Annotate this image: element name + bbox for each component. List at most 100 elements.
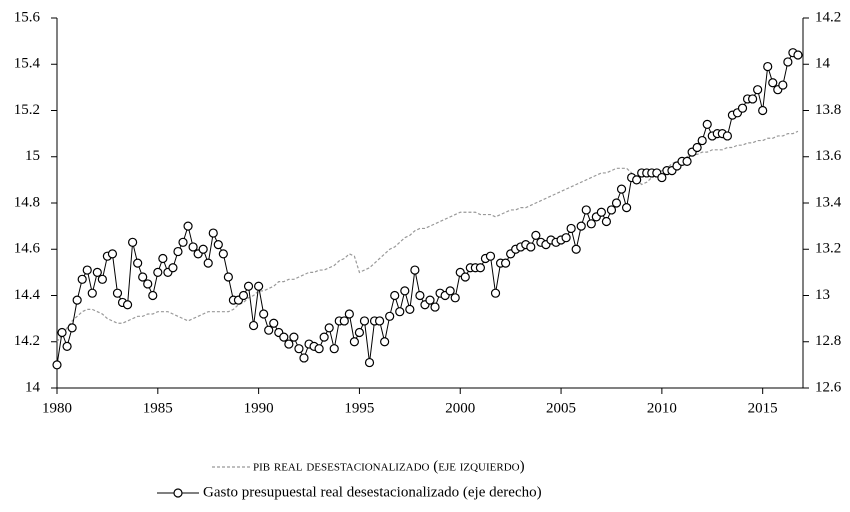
marker (62, 341, 72, 351)
x-tick-label: 2000 (445, 400, 475, 416)
marker (138, 272, 148, 282)
marker (380, 337, 390, 347)
marker (768, 78, 778, 88)
marker (753, 85, 763, 95)
marker (722, 131, 732, 141)
y-tick-label: 14.6 (14, 241, 41, 257)
marker (344, 309, 354, 319)
marker (188, 242, 198, 252)
marker (737, 103, 748, 113)
marker (450, 293, 460, 303)
marker (223, 272, 233, 282)
marker (259, 309, 269, 319)
marker (153, 267, 163, 277)
marker (364, 357, 375, 368)
y-tick-label: 15.2 (14, 102, 40, 118)
marker (208, 228, 218, 238)
marker (178, 237, 188, 247)
marker (319, 332, 329, 342)
marker (57, 327, 67, 338)
marker (82, 265, 92, 275)
marker (324, 323, 334, 333)
marker (72, 295, 82, 305)
marker (279, 332, 289, 342)
marker (339, 316, 349, 326)
marker (460, 272, 470, 282)
marker (243, 281, 254, 291)
marker (329, 344, 339, 354)
marker (374, 316, 385, 326)
marker (264, 325, 274, 335)
marker (702, 119, 712, 129)
marker (92, 267, 102, 277)
x-tick-label: 2005 (546, 400, 576, 416)
marker (143, 279, 153, 289)
marker (621, 203, 632, 213)
marker (289, 332, 299, 342)
x-tick-label: 2015 (748, 400, 778, 416)
y-tick-label: 14.2 (14, 333, 40, 349)
marker (490, 288, 501, 298)
marker (430, 302, 440, 312)
marker (213, 240, 223, 250)
marker (400, 286, 410, 296)
marker (395, 307, 405, 317)
y-tick-label: 15.4 (14, 56, 41, 72)
y2-tick-label: 14 (815, 56, 831, 72)
marker (531, 230, 541, 240)
marker (793, 50, 803, 60)
marker (758, 105, 768, 116)
marker (501, 258, 511, 268)
marker (778, 80, 788, 90)
marker (314, 344, 324, 354)
marker (284, 339, 294, 349)
marker (254, 281, 264, 291)
marker (77, 274, 87, 284)
marker (405, 304, 415, 314)
y-tick-label: 15.6 (14, 9, 41, 25)
marker (606, 205, 617, 215)
y2-tick-label: 13.6 (815, 148, 842, 164)
marker (596, 207, 606, 217)
marker (359, 316, 370, 326)
marker (616, 184, 627, 194)
marker (485, 251, 496, 261)
marker (561, 233, 571, 243)
marker (692, 142, 702, 153)
marker (586, 219, 596, 229)
marker (67, 323, 77, 333)
marker (390, 290, 400, 301)
marker (526, 242, 536, 252)
x-tick-label: 1990 (244, 400, 274, 416)
marker (571, 244, 581, 254)
y2-tick-label: 13.8 (815, 102, 841, 118)
marker (128, 237, 138, 247)
marker (107, 249, 118, 259)
x-tick-label: 1995 (344, 400, 374, 416)
marker (198, 244, 208, 254)
marker (183, 221, 193, 231)
marker (238, 290, 249, 301)
marker (269, 318, 279, 328)
marker (566, 223, 576, 234)
marker (763, 61, 773, 72)
marker (349, 337, 359, 347)
marker (173, 246, 183, 257)
marker (354, 327, 365, 338)
marker (248, 320, 259, 331)
marker (697, 135, 707, 146)
y-tick-label: 14.4 (14, 287, 41, 303)
y-tick-label: 14 (25, 379, 41, 395)
marker (52, 360, 62, 370)
marker (611, 198, 622, 208)
marker (475, 263, 486, 273)
y2-tick-label: 12.8 (815, 333, 841, 349)
y-tick-label: 14.8 (14, 194, 40, 210)
marker (133, 258, 143, 268)
marker (385, 311, 395, 321)
marker (783, 57, 793, 67)
marker (112, 288, 123, 298)
legend-label: Gasto presupuestal real desestacionaliza… (203, 484, 542, 500)
y2-tick-label: 13 (815, 287, 830, 303)
